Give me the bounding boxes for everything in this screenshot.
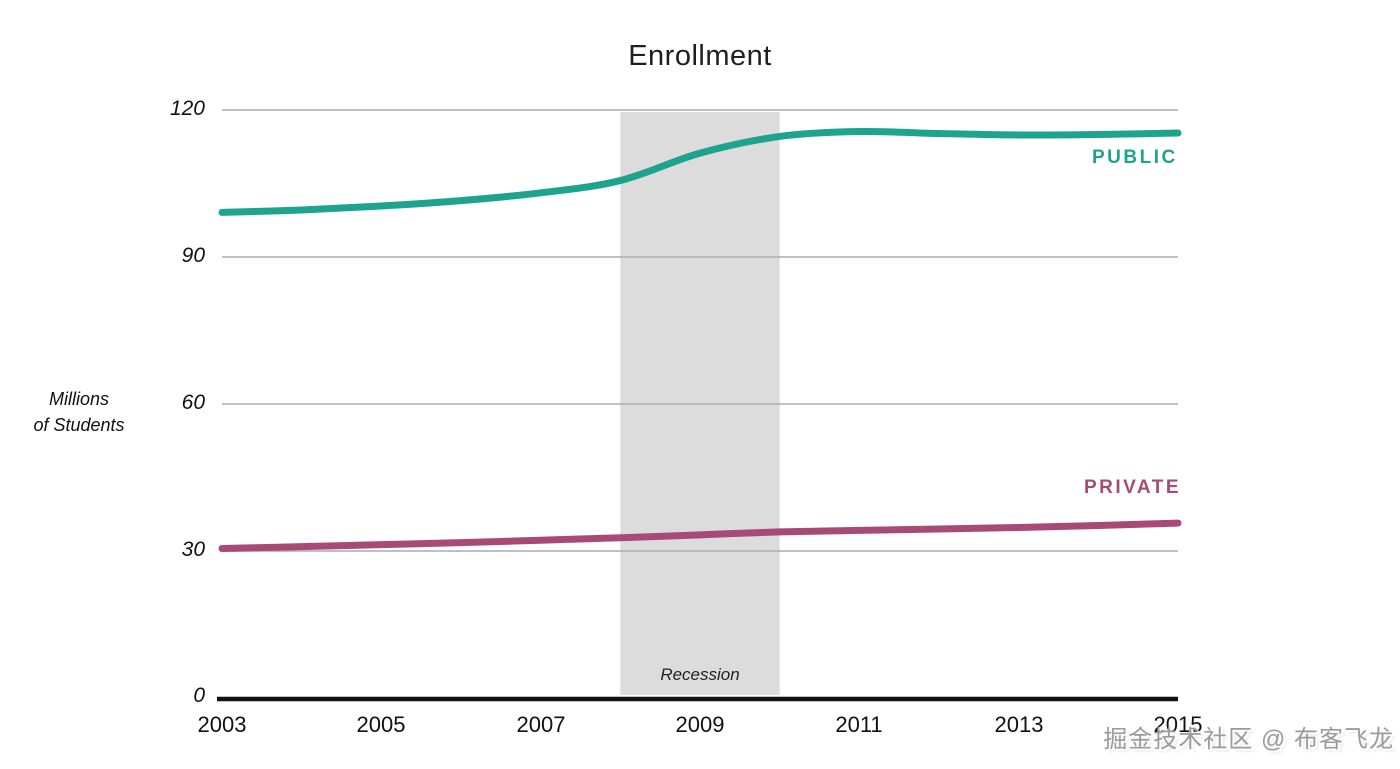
y-axis-label-line2: of Students: [33, 415, 125, 435]
y-tick-0: 0: [193, 684, 205, 707]
x-tick-2015: 2015: [1153, 712, 1203, 737]
gridlines: [222, 109, 1178, 552]
series-lines: [218, 127, 1182, 553]
watermark: 掘金技术社区 @ 布客飞龙: [1103, 726, 1394, 753]
x-tick-2013: 2013: [994, 712, 1044, 737]
chart-title: Enrollment: [628, 40, 772, 72]
x-tick-2003: 2003: [197, 712, 247, 737]
y-tick-120: 120: [169, 97, 205, 120]
y-tick-30: 30: [181, 538, 205, 561]
x-tick-2011: 2011: [835, 712, 883, 737]
y-tick-90: 90: [181, 244, 205, 267]
y-axis-label-line1: Millions: [48, 389, 109, 409]
recession-annotation-label: Recession: [660, 665, 740, 684]
x-tick-2005: 2005: [356, 712, 406, 737]
x-tick-2007: 2007: [516, 712, 566, 737]
series-label-public: PUBLIC: [1092, 147, 1178, 168]
x-tick-2009: 2009: [675, 712, 725, 737]
series-label-private: PRIVATE: [1084, 477, 1182, 498]
y-tick-60: 60: [181, 391, 205, 414]
y-axis-label: Millions of Students: [18, 386, 140, 438]
